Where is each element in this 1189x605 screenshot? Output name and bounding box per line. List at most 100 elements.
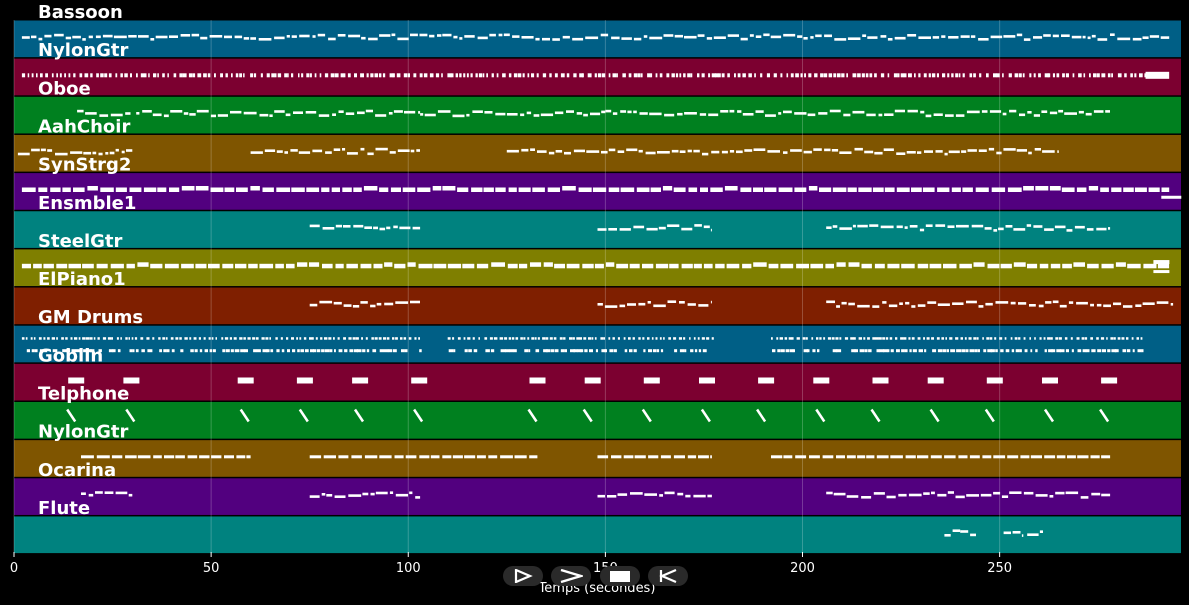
note	[345, 112, 355, 115]
note	[409, 491, 413, 495]
note	[1140, 337, 1143, 340]
note	[846, 495, 859, 498]
note	[1029, 73, 1032, 78]
note	[947, 225, 955, 228]
note	[693, 494, 706, 498]
x-tick-label: 250	[987, 561, 1012, 576]
note	[334, 495, 346, 498]
note	[872, 187, 884, 192]
note	[887, 263, 900, 269]
note	[82, 263, 94, 269]
note	[1101, 377, 1118, 384]
note	[298, 408, 309, 423]
note	[1074, 225, 1085, 229]
note	[1024, 349, 1028, 353]
note	[857, 304, 870, 308]
note	[656, 349, 660, 353]
note	[1097, 38, 1108, 41]
note	[823, 337, 826, 340]
note	[1090, 303, 1094, 307]
note	[783, 151, 788, 154]
note	[419, 455, 430, 459]
note	[243, 337, 246, 340]
play-button[interactable]	[503, 566, 543, 586]
note	[259, 113, 269, 117]
note	[459, 73, 462, 78]
note	[162, 337, 166, 340]
note	[554, 73, 558, 78]
note	[312, 149, 323, 153]
note	[552, 38, 560, 41]
note	[513, 73, 517, 78]
note	[765, 114, 776, 117]
note	[982, 455, 992, 459]
note	[994, 337, 997, 340]
note	[98, 349, 102, 353]
note	[608, 228, 617, 231]
note	[246, 455, 251, 459]
note	[457, 187, 469, 192]
note	[142, 110, 152, 113]
note	[886, 349, 890, 353]
note	[885, 337, 889, 340]
note	[582, 408, 593, 423]
note	[649, 112, 662, 116]
note	[472, 110, 483, 113]
note	[642, 337, 645, 340]
note	[895, 337, 898, 340]
note	[240, 349, 246, 353]
note	[744, 149, 753, 152]
note	[150, 38, 155, 41]
note	[198, 337, 201, 340]
note	[384, 262, 393, 267]
note	[258, 38, 272, 41]
note	[1088, 186, 1099, 191]
note	[210, 187, 224, 192]
note	[648, 455, 659, 459]
note	[244, 349, 248, 353]
forward-button[interactable]	[551, 566, 591, 586]
note	[729, 150, 735, 153]
note	[605, 262, 615, 267]
note	[115, 73, 118, 78]
note	[718, 73, 721, 78]
stop-button[interactable]	[600, 566, 640, 586]
note	[640, 73, 643, 78]
note	[181, 263, 194, 269]
note	[534, 337, 537, 340]
note	[473, 349, 478, 353]
note	[563, 337, 566, 340]
note	[818, 112, 828, 115]
note	[965, 349, 969, 353]
note	[353, 349, 358, 353]
note	[542, 37, 550, 41]
note	[740, 37, 748, 41]
note	[864, 150, 874, 154]
note	[452, 114, 465, 118]
note	[382, 73, 386, 78]
note	[1078, 110, 1084, 114]
note	[462, 263, 475, 269]
note	[529, 455, 538, 459]
note	[128, 493, 133, 497]
note	[370, 492, 375, 496]
note	[330, 73, 335, 78]
note	[621, 37, 632, 40]
note	[132, 349, 135, 353]
note	[247, 337, 251, 340]
note	[876, 455, 889, 459]
note	[980, 493, 992, 497]
track-notes	[21, 260, 1170, 274]
note	[304, 349, 309, 353]
note	[949, 337, 953, 340]
note	[828, 73, 833, 78]
note	[848, 302, 855, 306]
note	[467, 337, 471, 340]
note	[993, 491, 1001, 495]
note	[476, 455, 486, 459]
note	[55, 152, 68, 156]
note	[397, 37, 409, 41]
note	[833, 492, 846, 496]
note	[778, 112, 782, 115]
rewind-button[interactable]	[648, 566, 688, 586]
